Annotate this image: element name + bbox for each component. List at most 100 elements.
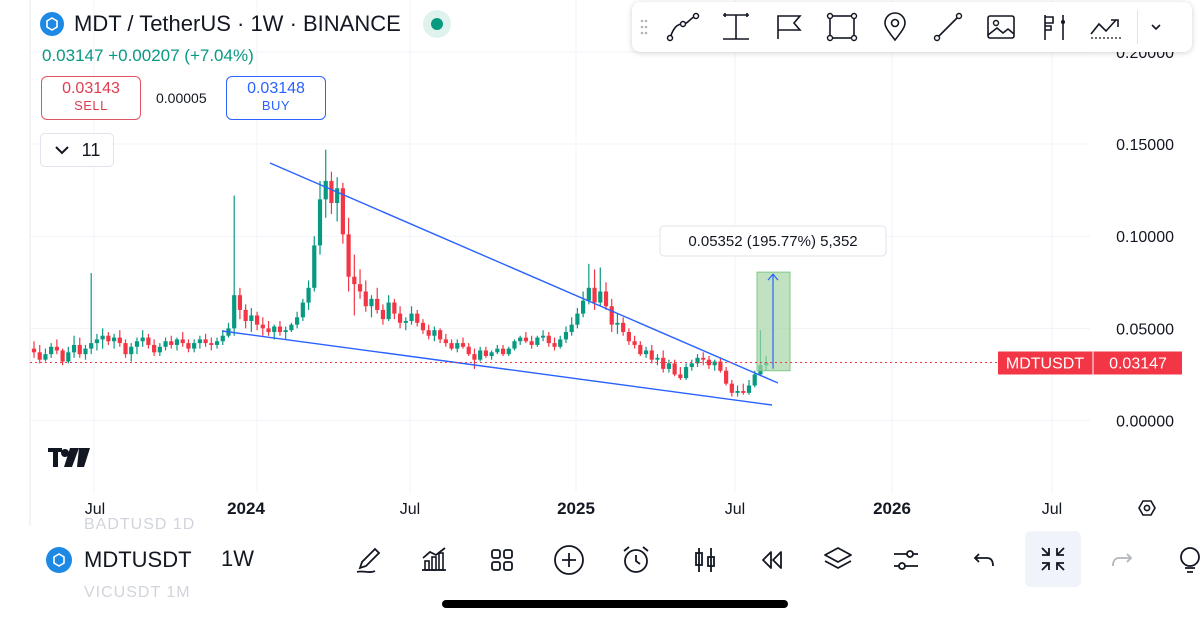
indicators-toggle[interactable]: 11 — [40, 133, 114, 167]
price-range-measure[interactable]: 0.05352 (195.77%) 5,352 — [659, 225, 887, 372]
drawing-toolbar — [632, 2, 1192, 52]
sell-price: 0.03143 — [62, 80, 120, 97]
symbol-header[interactable]: MDT / TetherUS · 1W · BINANCE — [40, 10, 451, 38]
pin-icon[interactable] — [868, 2, 921, 52]
candle — [60, 348, 65, 366]
candle-body — [523, 337, 529, 342]
candle-body — [375, 298, 380, 310]
long-position-icon[interactable] — [1027, 2, 1080, 52]
layers-icon[interactable] — [816, 538, 860, 582]
time-axis-label: 2025 — [557, 499, 595, 518]
candle — [169, 335, 174, 349]
candle-body — [277, 326, 283, 333]
candle — [689, 359, 694, 371]
candle — [706, 355, 712, 369]
text-tool-icon[interactable] — [709, 2, 762, 52]
candle-body — [60, 350, 65, 362]
settings-icon[interactable] — [884, 538, 928, 582]
candle-body — [449, 343, 454, 349]
buy-button[interactable]: 0.03148 BUY — [226, 76, 326, 120]
current-price-badge[interactable]: MDTUSDT 0.03147 — [998, 351, 1182, 375]
buy-price: 0.03148 — [247, 80, 305, 97]
candle-body — [443, 339, 448, 344]
alarm-icon[interactable] — [614, 538, 658, 582]
candle — [683, 363, 689, 380]
candle — [197, 335, 202, 349]
candle — [638, 341, 643, 356]
candle — [397, 306, 403, 329]
rectangle-icon[interactable] — [815, 2, 868, 52]
chevron-down-icon[interactable] — [1137, 10, 1174, 44]
time-axis[interactable]: Jul 2024 Jul 2025 Jul 2026 Jul — [85, 499, 1062, 518]
path-icon[interactable] — [656, 2, 709, 52]
candle-body — [392, 302, 397, 314]
candle-body — [735, 391, 740, 393]
candle — [581, 291, 586, 318]
candle — [329, 171, 334, 215]
symbol-selector[interactable]: MDTUSDT — [46, 547, 192, 573]
candle-body — [655, 357, 660, 360]
mdt-coin-icon — [40, 12, 64, 36]
candle-body — [466, 346, 471, 355]
candle — [312, 236, 317, 292]
sell-button[interactable]: 0.03143 SELL — [41, 76, 141, 120]
candle-body — [289, 324, 294, 331]
candle-body — [552, 343, 557, 347]
layouts-icon[interactable] — [480, 538, 524, 582]
candle — [249, 308, 254, 333]
candle-body — [575, 313, 580, 325]
candle — [506, 346, 511, 356]
drag-handle-icon[interactable] — [632, 17, 656, 37]
image-icon[interactable] — [974, 2, 1027, 52]
candle — [489, 350, 494, 360]
candle — [117, 330, 122, 347]
interval-selector[interactable]: 1W — [221, 546, 254, 571]
symbol-title[interactable]: MDT / TetherUS · 1W · BINANCE — [74, 11, 401, 36]
add-icon[interactable] — [547, 538, 591, 582]
candle-body — [689, 363, 694, 368]
forecast-icon[interactable] — [1080, 2, 1133, 52]
candle — [31, 341, 37, 358]
price-chart[interactable]: 0.05352 (195.77%) 5,352 0.200000.150000.… — [0, 0, 1200, 526]
indicators-icon[interactable] — [412, 538, 456, 582]
flag-icon[interactable] — [762, 2, 815, 52]
price-axis-label: 0.15000 — [1116, 137, 1174, 154]
more-icon[interactable] — [1168, 538, 1200, 582]
candle-body — [546, 335, 551, 344]
lower-trendline[interactable] — [221, 330, 773, 406]
candle-body — [197, 339, 202, 344]
spread-value: 0.00005 — [156, 90, 207, 106]
candle — [180, 332, 185, 347]
price-axis[interactable]: 0.200000.150000.100000.050000.00000MDTUS… — [998, 45, 1182, 431]
candle-body — [724, 370, 729, 384]
candle — [283, 326, 288, 340]
candle — [632, 335, 637, 349]
candles-icon[interactable] — [683, 538, 727, 582]
candle-body — [746, 385, 752, 393]
candle-body — [152, 344, 157, 353]
trendlines[interactable] — [221, 162, 779, 406]
upper-trendline[interactable] — [269, 162, 779, 384]
candle-body — [71, 344, 77, 353]
ghost-symbol-below: VICUSDT 1M — [84, 584, 191, 601]
candle — [266, 320, 271, 336]
candle-body — [89, 343, 94, 349]
candle — [741, 383, 746, 395]
candle — [409, 306, 414, 325]
chart-settings-icon[interactable] — [1138, 500, 1156, 516]
candle — [186, 339, 191, 353]
candle-body — [438, 330, 443, 340]
candle — [77, 337, 82, 358]
candle — [535, 335, 540, 347]
pencil-icon[interactable] — [347, 538, 391, 582]
undo-icon[interactable] — [963, 538, 1007, 582]
redo-icon[interactable] — [1099, 538, 1143, 582]
candle-body — [140, 337, 145, 342]
exit-fullscreen-icon[interactable] — [1025, 531, 1081, 587]
candle-body — [426, 330, 431, 336]
trend-line-icon[interactable] — [921, 2, 974, 52]
replay-icon[interactable] — [749, 538, 793, 582]
candle — [626, 328, 631, 345]
ghost-symbol-above: BADTUSD 1D — [84, 516, 196, 533]
candle-body — [403, 320, 408, 323]
